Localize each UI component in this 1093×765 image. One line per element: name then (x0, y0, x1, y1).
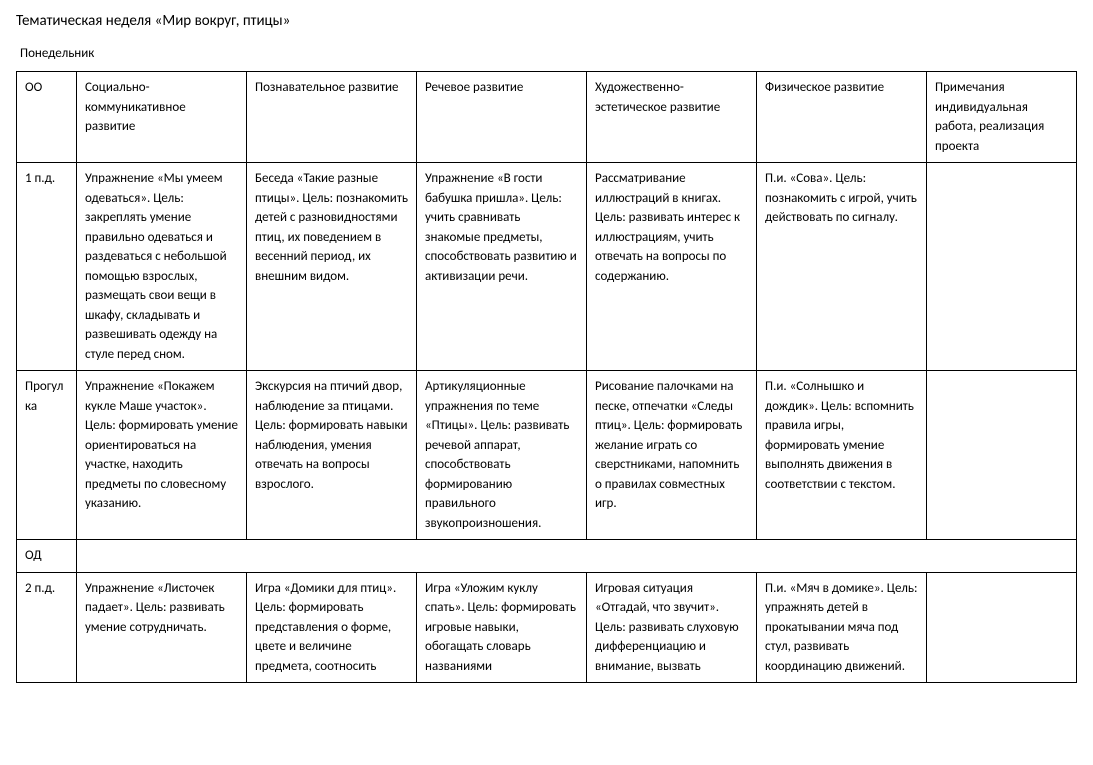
cell: Игра «Уложим куклу спать». Цель: формиро… (417, 572, 587, 683)
page-title: Тематическая неделя «Мир вокруг, птицы» (16, 12, 1077, 30)
table-body: ОО Социально-коммуникативное развитие По… (17, 72, 1077, 683)
cell: Упражнение «Покажем кукле Маше участок».… (77, 371, 247, 540)
col-header: Художественно-эстетическое развитие (587, 72, 757, 163)
col-header: ОО (17, 72, 77, 163)
cell: Рассматривание иллюстраций в книгах. Цел… (587, 163, 757, 371)
cell: Беседа «Такие разные птицы». Цель: позна… (247, 163, 417, 371)
cell: Игровая ситуация «Отгадай, что звучит». … (587, 572, 757, 683)
cell (927, 371, 1077, 540)
cell (927, 572, 1077, 683)
cell: П.и. «Солнышко и дождик». Цель: вспомнит… (757, 371, 927, 540)
cell: Экскурсия на птичий двор, наблюдение за … (247, 371, 417, 540)
cell: Упражнение «В гости бабушка пришла». Цел… (417, 163, 587, 371)
cell: П.и. «Мяч в домике». Цель: упражнять дет… (757, 572, 927, 683)
cell: П.и. «Сова». Цель: познакомить с игрой, … (757, 163, 927, 371)
table-header-row: ОО Социально-коммуникативное развитие По… (17, 72, 1077, 163)
table-row: ОД (17, 540, 1077, 573)
schedule-table: ОО Социально-коммуникативное развитие По… (16, 71, 1077, 683)
col-header: Познавательное развитие (247, 72, 417, 163)
col-header: Физическое развитие (757, 72, 927, 163)
page-subtitle: Понедельник (20, 46, 1077, 61)
cell (77, 540, 1077, 573)
cell: Рисование палочками на песке, отпечатки … (587, 371, 757, 540)
cell: Упражнение «Листочек падает». Цель: разв… (77, 572, 247, 683)
table-row: 2 п.д. Упражнение «Листочек падает». Цел… (17, 572, 1077, 683)
cell: Игра «Домики для птиц». Цель: формироват… (247, 572, 417, 683)
cell: Артикуляционные упражнения по теме «Птиц… (417, 371, 587, 540)
row-label: Прогулка (17, 371, 77, 540)
cell: Упражнение «Мы умеем одеваться». Цель: з… (77, 163, 247, 371)
row-label: ОД (17, 540, 77, 573)
cell (927, 163, 1077, 371)
table-row: 1 п.д. Упражнение «Мы умеем одеваться». … (17, 163, 1077, 371)
col-header: Социально-коммуникативное развитие (77, 72, 247, 163)
row-label: 1 п.д. (17, 163, 77, 371)
col-header: Примечания индивидуальная работа, реализ… (927, 72, 1077, 163)
row-label: 2 п.д. (17, 572, 77, 683)
col-header: Речевое развитие (417, 72, 587, 163)
table-row: Прогулка Упражнение «Покажем кукле Маше … (17, 371, 1077, 540)
